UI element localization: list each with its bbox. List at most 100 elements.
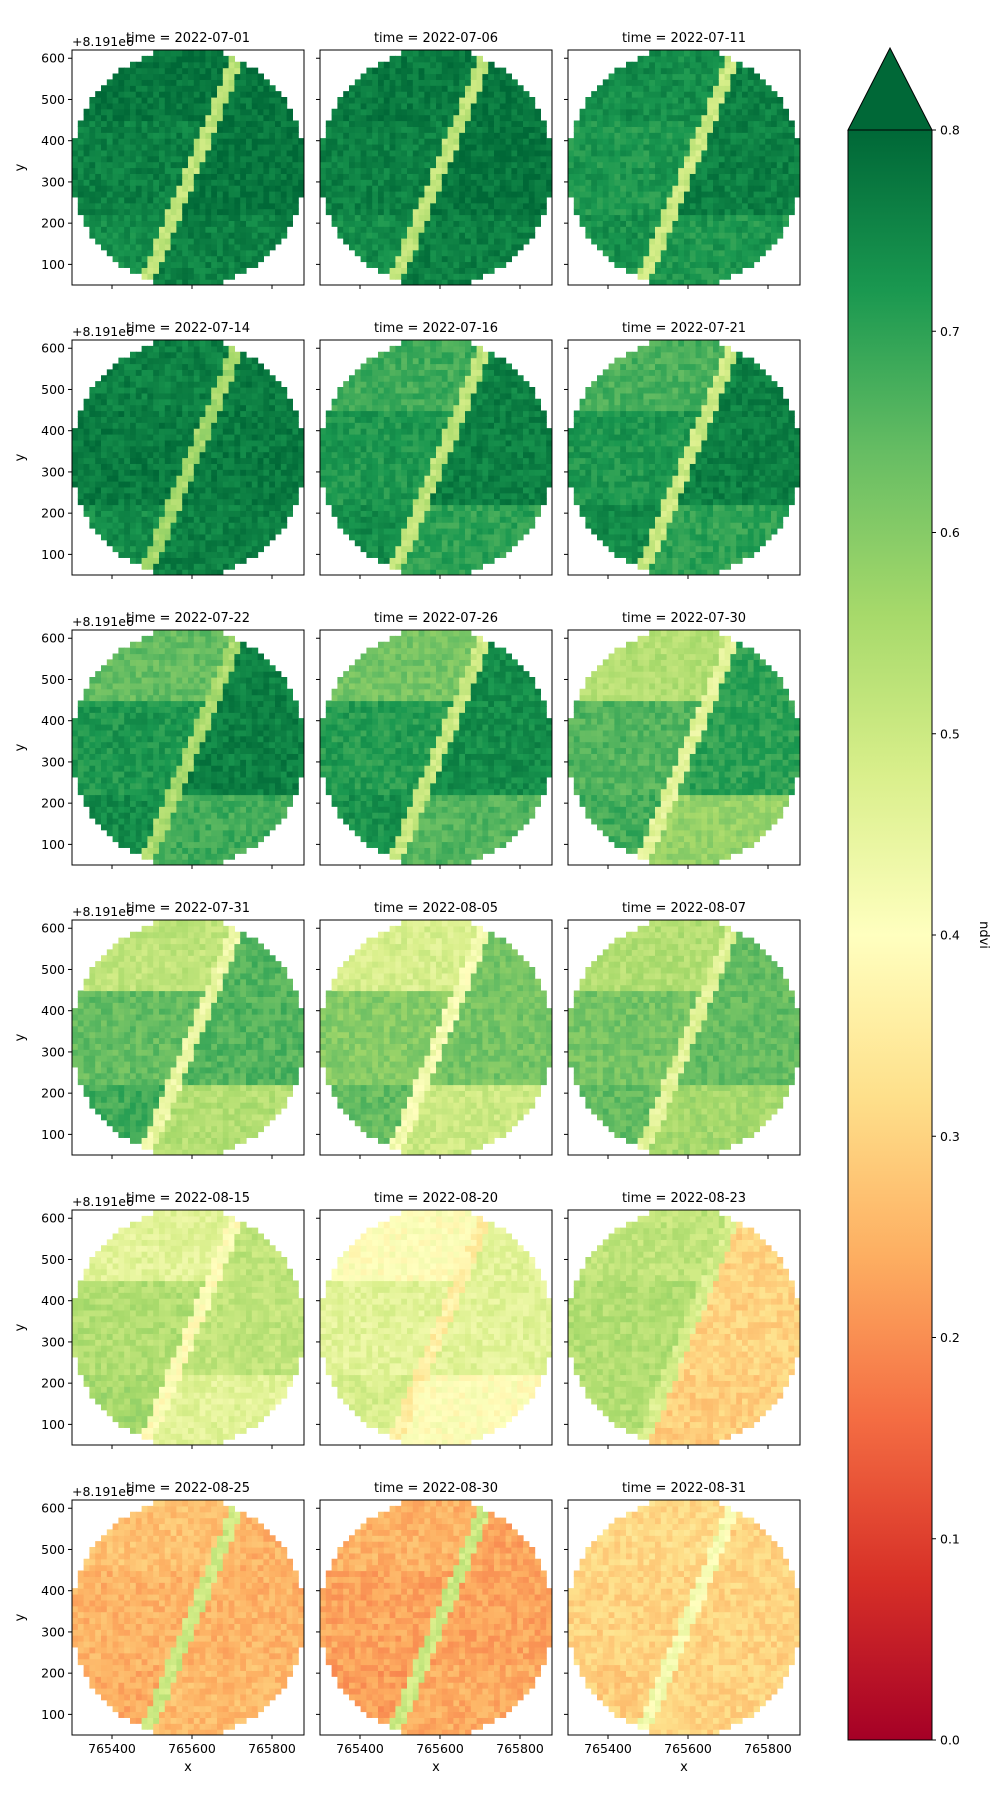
- raster-cell: [643, 185, 650, 192]
- raster-cell: [89, 173, 96, 180]
- raster-cell: [747, 97, 755, 104]
- raster-cell: [153, 404, 160, 412]
- raster-cell: [320, 185, 327, 192]
- raster-cell: [684, 73, 691, 80]
- raster-cell: [164, 557, 172, 564]
- raster-cell: [234, 410, 241, 417]
- raster-cell: [77, 138, 85, 145]
- raster-cell: [401, 144, 408, 151]
- raster-cell: [511, 138, 518, 145]
- raster-cell: [765, 220, 772, 227]
- raster-cell: [337, 102, 344, 110]
- raster-cell: [354, 126, 362, 133]
- raster-cell: [776, 155, 784, 163]
- raster-cell: [72, 439, 79, 447]
- raster-cell: [170, 226, 177, 233]
- raster-cell: [459, 114, 466, 122]
- raster-cell: [331, 161, 338, 169]
- raster-cell: [199, 539, 206, 547]
- raster-cell: [718, 67, 726, 75]
- raster-cell: [141, 387, 148, 394]
- raster-cell: [147, 451, 154, 459]
- raster-cell: [643, 97, 650, 104]
- raster-cell: [240, 132, 247, 139]
- raster-cell: [505, 73, 512, 80]
- raster-cell: [170, 498, 177, 506]
- raster-cell: [257, 161, 264, 169]
- raster-cell: [794, 185, 800, 192]
- raster-cell: [222, 481, 230, 488]
- raster-cell: [141, 85, 148, 92]
- raster-cell: [147, 363, 154, 370]
- raster-cell: [684, 102, 691, 110]
- raster-cell: [568, 185, 575, 192]
- raster-cell: [298, 149, 304, 157]
- raster-cell: [211, 220, 218, 227]
- raster-cell: [246, 261, 253, 268]
- raster-cell: [159, 196, 166, 204]
- raster-cell: [499, 208, 507, 216]
- raster-cell: [72, 475, 79, 482]
- raster-cell: [251, 261, 259, 268]
- raster-cell: [360, 226, 367, 233]
- raster-cell: [494, 79, 501, 86]
- raster-cell: [263, 108, 270, 116]
- raster-cell: [517, 179, 524, 186]
- raster-cell: [124, 422, 131, 429]
- raster-cell: [217, 214, 224, 221]
- raster-cell: [366, 208, 373, 216]
- raster-cell: [217, 196, 224, 204]
- raster-cell: [465, 226, 472, 233]
- raster-cell: [199, 422, 206, 429]
- raster-cell: [643, 191, 650, 198]
- raster-cell: [176, 498, 183, 506]
- raster-cell: [511, 214, 518, 221]
- raster-cell: [112, 214, 119, 221]
- raster-cell: [597, 243, 604, 251]
- raster-cell: [573, 138, 581, 145]
- raster-cell: [407, 108, 414, 116]
- raster-cell: [579, 202, 586, 210]
- raster-cell: [401, 132, 408, 139]
- raster-cell: [470, 208, 478, 216]
- raster-cell: [112, 249, 119, 257]
- raster-cell: [72, 457, 79, 464]
- raster-cell: [782, 196, 789, 204]
- raster-cell: [747, 220, 755, 227]
- raster-cell: [689, 50, 697, 57]
- raster-cell: [360, 155, 367, 163]
- raster-cell: [246, 457, 253, 464]
- raster-cell: [211, 226, 218, 233]
- raster-cell: [188, 422, 195, 429]
- raster-cell: [360, 196, 367, 204]
- raster-cell: [660, 273, 668, 280]
- raster-cell: [153, 457, 160, 464]
- raster-cell: [188, 161, 195, 169]
- raster-cell: [418, 249, 425, 257]
- raster-cell: [349, 173, 356, 180]
- raster-cell: [707, 273, 714, 280]
- raster-cell: [678, 85, 685, 92]
- raster-cell: [602, 191, 610, 198]
- raster-cell: [217, 404, 224, 412]
- raster-cell: [488, 226, 495, 233]
- raster-cell: [263, 226, 270, 233]
- raster-cell: [246, 463, 253, 470]
- raster-cell: [366, 167, 373, 174]
- raster-cell: [389, 114, 396, 122]
- raster-cell: [724, 220, 731, 227]
- raster-cell: [349, 161, 356, 169]
- raster-cell: [378, 173, 385, 180]
- raster-cell: [159, 528, 166, 535]
- raster-cell: [383, 226, 391, 233]
- raster-cell: [614, 249, 621, 257]
- raster-cell: [476, 191, 483, 198]
- raster-cell: [124, 173, 131, 180]
- raster-cell: [141, 422, 148, 429]
- raster-cell: [655, 202, 662, 210]
- raster-cell: [407, 149, 414, 157]
- raster-cell: [95, 238, 102, 245]
- raster-cell: [112, 492, 119, 500]
- raster-cell: [205, 67, 212, 75]
